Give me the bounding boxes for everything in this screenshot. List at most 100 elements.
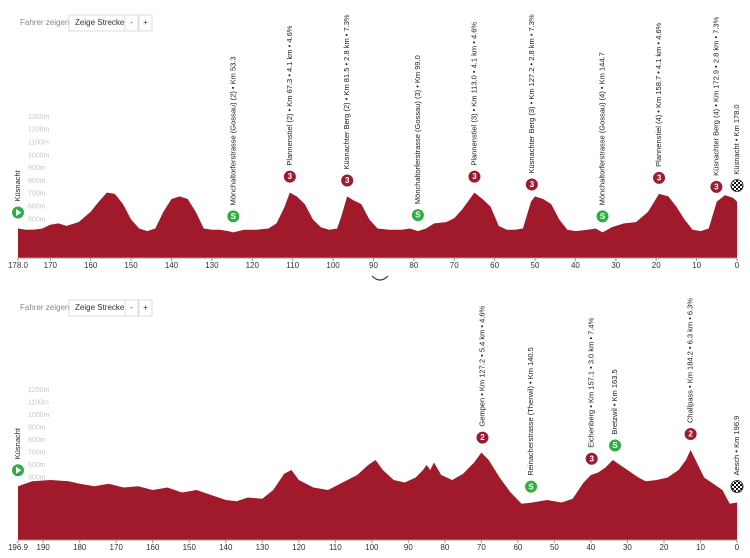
x-tick-label: 80 — [440, 543, 449, 552]
y-tick-label: 500m — [28, 474, 46, 481]
x-tick-label: 130 — [256, 543, 270, 552]
y-tick-label: 1300m — [28, 114, 50, 121]
x-tick-label: 140 — [219, 543, 233, 552]
marker-badge: 3 — [589, 454, 594, 463]
x-tick-label: 90 — [404, 543, 413, 552]
finish-marker — [730, 179, 744, 193]
marker-badge: 3 — [657, 173, 662, 182]
marker-badge: 3 — [530, 180, 535, 189]
climb-marker — [524, 177, 539, 192]
x-tick-label: 40 — [586, 543, 595, 552]
x-tick-label: 80 — [409, 261, 418, 270]
climb-marker — [652, 170, 667, 185]
x-tick-label: 140 — [165, 261, 179, 270]
x-tick-label: 10 — [696, 543, 705, 552]
elevation-area — [18, 192, 737, 258]
button-frame — [138, 14, 153, 32]
annotation-label: Küsnacht • Km 178.0 — [732, 104, 741, 174]
climb-marker — [683, 427, 698, 441]
annotation-label: Mönchaltorferstrasse (Gossau) (4) • Km 1… — [597, 52, 606, 205]
y-tick-label: 800m — [28, 178, 46, 185]
y-tick-label: 1000m — [28, 412, 50, 419]
y-tick-label: 500m — [28, 216, 46, 223]
show-riders-button[interactable]: Fahrer zeigen — [20, 18, 69, 27]
x-tick-label: 170 — [110, 543, 124, 552]
x-tick-label: 160 — [146, 543, 160, 552]
y-tick-label: 600m — [28, 462, 46, 469]
marker-badge: S — [528, 482, 534, 491]
zoom-in-button[interactable]: + — [143, 303, 148, 312]
marker-badge: S — [231, 212, 237, 221]
show-riders-button[interactable]: Fahrer zeigen — [20, 303, 69, 312]
annotation-label: Gempen • Km 127.2 • 5.4 km • 4.6% — [477, 305, 486, 426]
annotation-label: Mönchaltorferstrasse (Gossau) (3) • Km 9… — [413, 55, 422, 204]
marker-badge: 2 — [688, 430, 693, 439]
climb-marker — [282, 169, 297, 184]
x-tick-label: 90 — [369, 261, 378, 270]
x-tick-label: 0 — [735, 261, 740, 270]
start-icon — [16, 209, 22, 217]
annotation-label: Plannenstiel (3) • Km 113.0 • 4.1 km • 4… — [469, 22, 478, 166]
marker-badge: 3 — [472, 172, 477, 181]
x-tick-label: 30 — [611, 261, 620, 270]
show-route-button[interactable]: Zeige Strecke — [75, 18, 125, 27]
marker-badge: S — [612, 441, 618, 450]
annotation-label: Aesch • Km 196.9 — [732, 416, 741, 476]
annotation-label: Küsnachter Berg (3) • Km 127.2 • 2.8 km … — [527, 14, 536, 174]
annotation-label: Küsnachter Berg (2) • Km 81.5 • 2.8 km •… — [342, 14, 351, 169]
show-route-button[interactable]: Zeige Strecke — [75, 303, 125, 312]
annotation-label: Reinacherstrasse (Therwil) • Km 140.5 — [526, 347, 535, 476]
y-tick-label: 600m — [28, 204, 46, 211]
y-tick-label: 900m — [28, 424, 46, 431]
y-tick-label: 1000m — [28, 152, 50, 159]
climb-marker — [340, 173, 355, 188]
annotation-label: Mönchaltorferstrasse (Gossau) (2) • Km 5… — [228, 56, 237, 205]
x-tick-label: 190 — [37, 543, 51, 552]
annotation-label: Küsnacht — [13, 427, 22, 459]
marker-badge: 3 — [288, 172, 293, 181]
x-tick-label: 196.9 — [8, 543, 29, 552]
annotation-label: Plannenstiel (2) • Km 67.3 • 4.1 km • 4.… — [285, 25, 294, 165]
zoom-out-button[interactable]: - — [130, 18, 133, 27]
x-tick-label: 60 — [490, 261, 499, 270]
x-tick-label: 10 — [692, 261, 701, 270]
annotation-label: Eichenberg • Km 157.1 • 3.0 km • 7.4% — [587, 317, 596, 447]
x-tick-label: 120 — [246, 261, 260, 270]
marker-badge: 2 — [480, 433, 485, 442]
x-tick-label: 160 — [84, 261, 98, 270]
sprint-marker — [608, 438, 623, 453]
button-frame — [124, 299, 139, 317]
sprint-marker — [226, 209, 241, 224]
x-tick-label: 120 — [292, 543, 306, 552]
annotation-label: Küsnacht — [13, 169, 22, 201]
x-tick-label: 40 — [571, 261, 580, 270]
elevation-area — [18, 450, 737, 540]
y-tick-label: 1100m — [28, 139, 49, 146]
annotation-label: Challpass • Km 184.2 • 6.3 km • 6.3% — [686, 298, 695, 423]
x-tick-label: 170 — [44, 261, 58, 270]
x-tick-label: 50 — [550, 543, 559, 552]
x-tick-label: 180 — [73, 543, 87, 552]
y-tick-label: 800m — [28, 437, 46, 444]
sprint-marker — [410, 208, 425, 223]
zoom-out-button[interactable]: - — [130, 303, 133, 312]
climb-marker — [584, 451, 599, 466]
zoom-in-button[interactable]: + — [143, 18, 148, 27]
y-tick-label: 900m — [28, 165, 46, 172]
start-icon — [16, 466, 22, 474]
x-tick-label: 100 — [365, 543, 379, 552]
x-tick-label: 0 — [735, 543, 740, 552]
y-tick-label: 700m — [28, 191, 46, 198]
x-tick-label: 150 — [183, 543, 197, 552]
x-tick-label: 70 — [477, 543, 486, 552]
marker-badge: 3 — [345, 176, 350, 185]
x-tick-label: 70 — [450, 261, 459, 270]
x-tick-label: 30 — [623, 543, 632, 552]
collapse-chevron[interactable] — [371, 275, 389, 281]
annotation-label: Küsnachter Berg (4) • Km 172.9 • 2.8 km … — [711, 16, 720, 176]
climb-marker — [467, 169, 482, 184]
annotation-label: Bretzwil • Km 163.5 — [610, 369, 619, 434]
sprint-marker — [595, 209, 610, 224]
button-frame — [138, 299, 153, 317]
